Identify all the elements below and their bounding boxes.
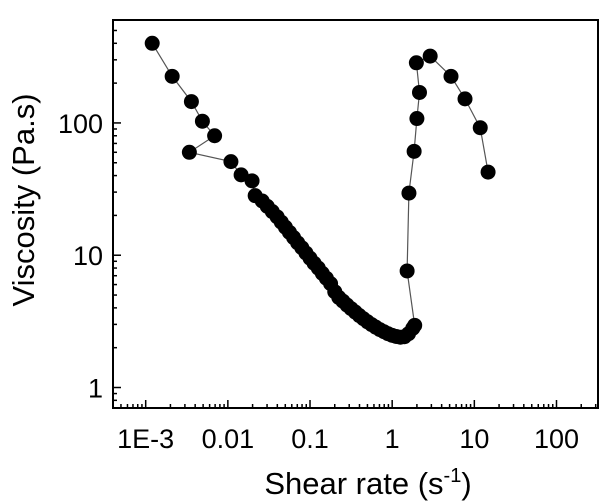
x-axis-label-superscript: -1 <box>444 465 462 487</box>
data-point <box>399 263 415 279</box>
data-point <box>233 167 249 183</box>
data-point <box>401 185 417 201</box>
data-point <box>207 128 223 144</box>
x-tick-label: 1 <box>385 424 400 454</box>
data-point <box>411 84 427 100</box>
data-point <box>183 94 199 110</box>
data-point <box>181 144 197 160</box>
x-axis-ticks: 1E-3 0.01 0.1 1 10 100 <box>112 400 597 454</box>
data-point <box>144 35 160 51</box>
series-line <box>151 42 489 338</box>
data-point <box>422 48 438 64</box>
data-point <box>194 113 210 129</box>
series-points <box>144 35 496 345</box>
y-tick-label: 10 <box>73 241 103 271</box>
x-axis-label-main: Shear rate (s <box>264 466 443 501</box>
x-axis-label: Shear rate (s-1) <box>264 465 471 501</box>
plot-frame <box>112 19 599 409</box>
data-point <box>409 111 425 127</box>
x-tick-label: 1E-3 <box>117 424 174 454</box>
data-point <box>406 143 422 159</box>
y-tick-label: 1 <box>88 374 103 404</box>
x-tick-label: 0.1 <box>291 424 329 454</box>
data-point <box>408 55 424 71</box>
data-point <box>244 173 260 189</box>
data-point <box>223 154 239 170</box>
data-point <box>472 120 488 136</box>
y-tick-label: 100 <box>58 109 103 139</box>
x-tick-label: 0.01 <box>202 424 255 454</box>
data-point <box>407 317 423 333</box>
x-tick-label: 100 <box>534 424 579 454</box>
data-point <box>164 68 180 84</box>
data-point <box>480 164 496 180</box>
y-axis-ticks: 1 10 100 <box>58 19 121 409</box>
data-point <box>457 91 473 107</box>
x-axis-label-suffix: ) <box>461 466 471 501</box>
y-axis-label: Viscosity (Pa.s) <box>6 93 41 306</box>
series-connector <box>151 42 489 338</box>
data-point <box>443 68 459 84</box>
x-tick-label: 10 <box>459 424 489 454</box>
